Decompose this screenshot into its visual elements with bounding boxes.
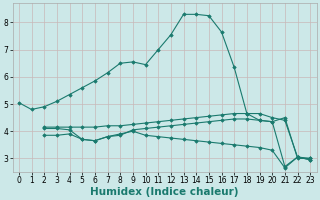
X-axis label: Humidex (Indice chaleur): Humidex (Indice chaleur)	[90, 187, 239, 197]
